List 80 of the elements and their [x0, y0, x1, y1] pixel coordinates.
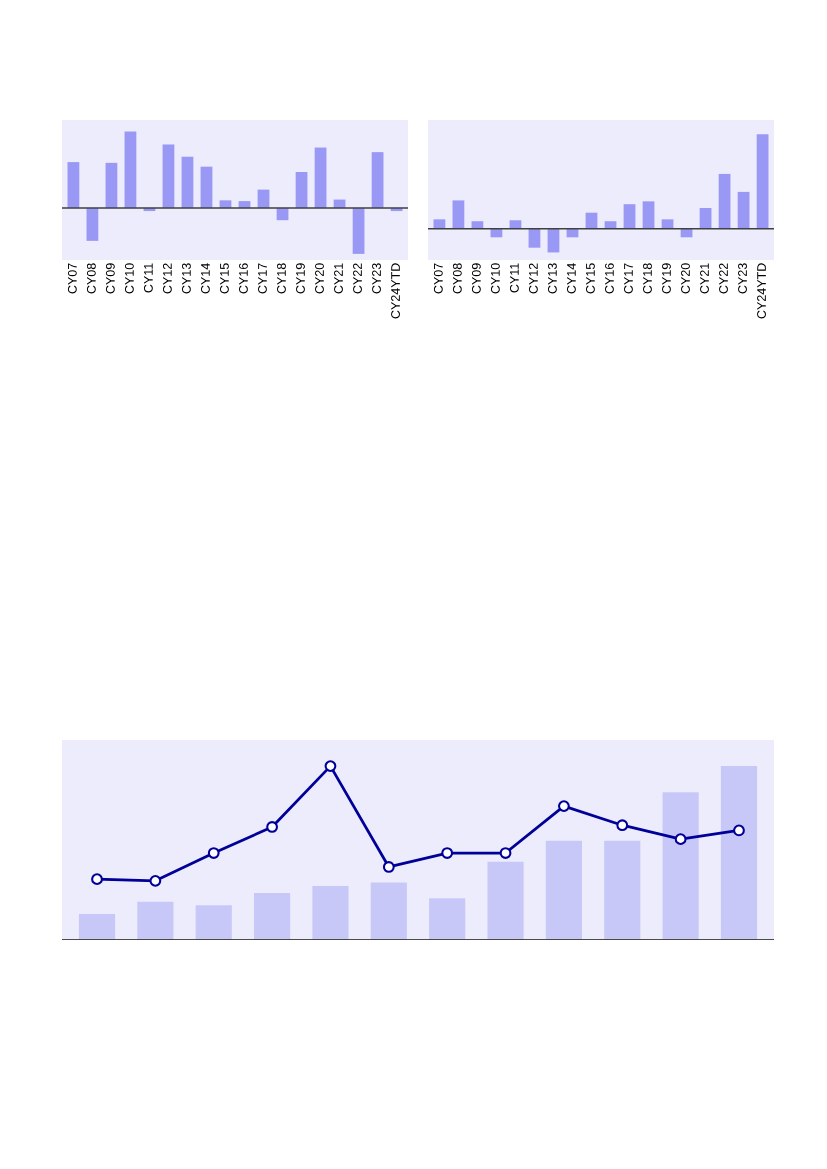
x-tick-label: CY10: [124, 263, 134, 294]
x-tick-label: CY13: [181, 263, 191, 294]
bar: [105, 162, 118, 208]
bar: [642, 201, 655, 229]
x-tick-label: CY14: [566, 263, 576, 294]
bar: [312, 886, 349, 940]
point: [558, 800, 570, 812]
x-tick-label: CY12: [528, 263, 538, 294]
bar: [452, 200, 465, 229]
bar: [429, 898, 466, 940]
x-tick-label: CY15: [220, 263, 229, 294]
x-tick-label: CY08: [452, 263, 462, 294]
bar: [662, 792, 699, 940]
x-tick-label: CY22: [719, 263, 728, 294]
x-tick-label: CY21: [700, 263, 709, 294]
x-tick-label: CY16: [605, 263, 614, 294]
point: [616, 819, 629, 832]
x-tick-label: CY23: [372, 263, 381, 294]
bar: [718, 173, 731, 229]
bar: [371, 152, 384, 208]
bar: [370, 882, 407, 940]
x-tick-label: CY13: [547, 263, 557, 294]
x-tick-label: CY22: [353, 263, 362, 294]
bar: [547, 228, 560, 253]
bar: [756, 134, 769, 229]
bar: [699, 207, 712, 229]
x-tick-label: CY08: [86, 263, 96, 294]
bar: [314, 147, 327, 208]
x-tick-label: CY11: [509, 263, 519, 293]
x-tick-label: CY11: [143, 263, 153, 293]
bar: [737, 191, 750, 229]
x-tick-label: CY23: [738, 263, 747, 294]
bar: [528, 228, 541, 248]
bar: [254, 893, 291, 940]
bar: [295, 172, 308, 208]
bar: [623, 204, 636, 229]
x-tick-label: CY09: [471, 263, 481, 294]
bar: [162, 144, 175, 208]
bar: [487, 861, 524, 940]
x-tick-label: CY24YTD: [757, 263, 766, 319]
bar: [78, 913, 116, 940]
x-tick-label: CY10: [490, 263, 500, 294]
x-tick-label: CY18: [277, 263, 286, 294]
point: [149, 874, 162, 887]
x-tick-label: CY19: [296, 263, 305, 294]
x-tick-label: CY12: [162, 263, 172, 294]
x-tick-label: CY09: [105, 263, 115, 294]
point: [441, 847, 454, 859]
point: [324, 760, 337, 772]
point: [674, 833, 687, 846]
bar: [604, 840, 641, 940]
x-tick-label: CY21: [334, 263, 343, 294]
bar: [67, 162, 80, 208]
bar: [124, 131, 137, 208]
bar: [200, 166, 213, 208]
point: [207, 847, 220, 859]
bar: [86, 207, 99, 241]
bar: [195, 905, 232, 940]
bar: [720, 766, 758, 940]
x-tick-label: CY18: [643, 263, 652, 294]
point: [91, 873, 103, 886]
bar: [137, 901, 174, 940]
point: [733, 824, 745, 837]
x-tick-label: CY15: [586, 263, 595, 294]
x-tick-label: CY24YTD: [391, 263, 400, 319]
bar: [181, 156, 194, 208]
x-tick-label: CY17: [258, 263, 267, 294]
point: [266, 821, 278, 833]
point: [382, 861, 395, 873]
x-tick-label: CY14: [200, 263, 210, 294]
x-tick-label: CY17: [624, 263, 633, 294]
bar: [352, 207, 365, 254]
x-tick-label: CY07: [433, 263, 443, 294]
point: [499, 847, 512, 859]
x-tick-label: CY07: [67, 263, 77, 294]
x-tick-label: CY16: [239, 263, 248, 294]
x-tick-label: CY20: [681, 263, 690, 294]
x-tick-label: CY20: [315, 263, 324, 294]
bar: [545, 840, 582, 940]
x-tick-label: CY19: [662, 263, 671, 294]
